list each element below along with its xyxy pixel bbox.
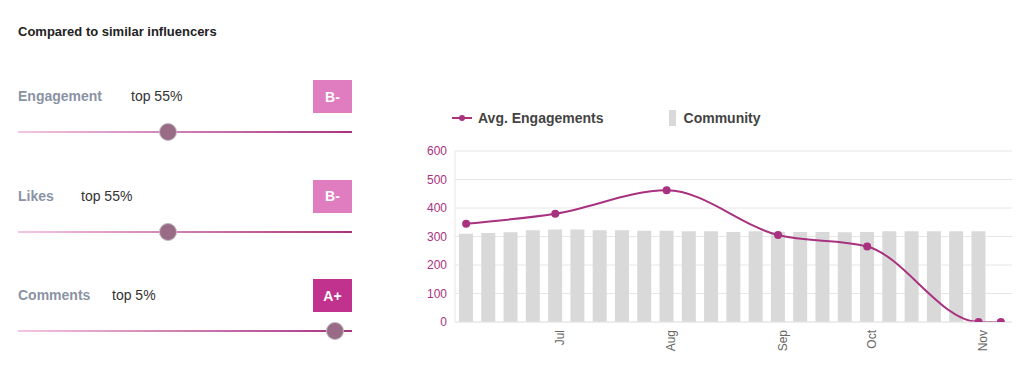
html-text:Community: Community	[683, 110, 761, 126]
svg-text:500: 500	[427, 173, 447, 187]
html-text:B-: B-	[325, 88, 340, 105]
svg-text:300: 300	[427, 230, 447, 244]
html-text:top 55%: top 55%	[81, 187, 133, 204]
svg-text:100: 100	[427, 287, 447, 301]
html-text:top 55%: top 55%	[131, 88, 183, 104]
svg-text:200: 200	[427, 258, 447, 272]
svg-text:Sep: Sep	[776, 330, 790, 352]
svg-text:600: 600	[427, 144, 447, 158]
svg-text:Oct: Oct	[865, 329, 879, 348]
svg-text:400: 400	[427, 201, 447, 215]
svg-text:Nov: Nov	[976, 330, 990, 351]
svg-text:Jul: Jul	[553, 330, 567, 345]
html-text:A+: A+	[323, 287, 342, 304]
html-text:Comments: Comments	[18, 287, 91, 303]
html-text:Engagement: Engagement	[18, 88, 102, 104]
html-text:top 5%: top 5%	[112, 287, 156, 303]
html-text:Likes: Likes	[18, 187, 54, 204]
html-text:Avg. Engagements: Avg. Engagements	[478, 110, 604, 126]
svg-text:0: 0	[440, 315, 447, 329]
html-text:B-: B-	[325, 188, 340, 204]
svg-text:Aug: Aug	[664, 330, 678, 351]
html-text:Compared to similar influencer: Compared to similar influencers	[18, 24, 217, 39]
